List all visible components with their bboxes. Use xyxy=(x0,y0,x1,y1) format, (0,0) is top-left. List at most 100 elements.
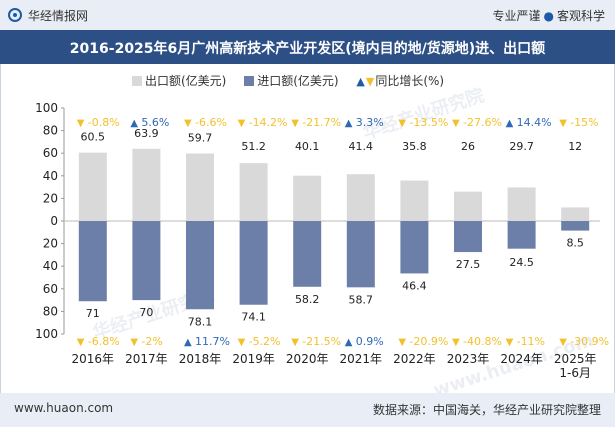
x-tick-label: 2022年 xyxy=(393,352,436,366)
tagline-left: 专业严谨 xyxy=(492,9,541,23)
import-growth-label: -20.9% xyxy=(409,335,448,348)
export-bar xyxy=(454,191,482,221)
import-growth-down-icon: ▼ xyxy=(130,337,138,348)
chart-legend: 出口额(亿美元) 进口额(亿美元) ▲▼同比增长(%) xyxy=(132,72,458,89)
export-bar xyxy=(78,152,107,221)
import-value-label: 58.7 xyxy=(349,293,374,306)
x-tick-label: 2025年 xyxy=(554,352,597,366)
footer-site: www.huaon.com xyxy=(14,401,114,415)
tagline-right: 客观科学 xyxy=(556,9,605,23)
export-growth-label: -6.6% xyxy=(195,116,227,129)
export-growth-down-icon: ▼ xyxy=(184,118,192,129)
growth-down-icon: ▼ xyxy=(365,75,375,88)
y-tick-label: 40 xyxy=(43,169,58,183)
export-bar xyxy=(346,174,375,221)
y-tick-label: 100 xyxy=(35,101,58,115)
export-value-label: 51.2 xyxy=(241,140,266,153)
export-value-label: 60.5 xyxy=(81,131,106,144)
export-growth-up-icon: ▲ xyxy=(506,118,514,129)
export-bar xyxy=(132,148,161,221)
y-tick-label: 100 xyxy=(35,327,58,341)
x-tick-label: 2021年 xyxy=(340,352,383,366)
brand-name: 华经情报网 xyxy=(28,9,89,23)
export-growth-down-icon: ▼ xyxy=(452,118,460,129)
export-growth-up-icon: ▲ xyxy=(130,118,138,129)
import-growth-label: -2% xyxy=(141,335,162,348)
import-growth-down-icon: ▼ xyxy=(291,337,299,348)
export-growth-label: 3.3% xyxy=(356,116,384,129)
import-value-label: 46.4 xyxy=(402,279,427,292)
import-value-label: 71 xyxy=(86,307,100,320)
import-value-label: 8.5 xyxy=(566,237,584,250)
export-bar xyxy=(186,153,214,221)
export-growth-down-icon: ▼ xyxy=(398,118,406,129)
y-tick-label: 80 xyxy=(43,304,58,318)
title-bar: 2016-2025年6月广州高新技术产业开发区(境内目的地/货源地)进、出口额 xyxy=(0,30,615,64)
x-tick-label: 2023年 xyxy=(447,352,490,366)
import-value-label: 74.1 xyxy=(241,311,266,324)
import-bar xyxy=(78,221,107,302)
export-growth-label: -14.2% xyxy=(249,116,288,129)
export-value-label: 63.9 xyxy=(134,127,159,140)
import-growth-label: -6.8% xyxy=(88,335,120,348)
import-growth-up-icon: ▲ xyxy=(184,337,192,348)
import-bar xyxy=(400,221,429,274)
export-bar xyxy=(400,180,429,221)
export-growth-label: 14.4% xyxy=(517,116,552,129)
tagline: 专业严谨 ● 客观科学 xyxy=(492,7,605,24)
import-growth-label: 11.7% xyxy=(195,335,230,348)
import-bar xyxy=(507,221,536,249)
legend-export-swatch xyxy=(132,76,142,86)
y-tick-label: 20 xyxy=(43,237,58,251)
legend-import-label: 进口额(亿美元) xyxy=(257,74,339,88)
export-value-label: 29.7 xyxy=(509,140,534,153)
x-tick-label: 2016年 xyxy=(72,352,115,366)
export-growth-down-icon: ▼ xyxy=(238,118,246,129)
import-growth-label: -40.8% xyxy=(463,335,502,348)
import-growth-label: 0.9% xyxy=(356,335,384,348)
import-value-label: 70 xyxy=(139,306,153,319)
import-growth-label: -5.2% xyxy=(249,335,281,348)
export-growth-label: -27.6% xyxy=(463,116,502,129)
import-bar xyxy=(186,221,214,310)
import-growth-label: -21.5% xyxy=(302,335,341,348)
brand-logo-icon xyxy=(8,8,22,22)
export-growth-label: -0.8% xyxy=(88,116,120,129)
y-tick-label: 20 xyxy=(43,191,58,205)
import-bar xyxy=(239,221,268,305)
legend-growth-label: 同比增长(%) xyxy=(375,74,445,88)
x-tick-label: 2017年 xyxy=(125,352,168,366)
export-value-label: 59.7 xyxy=(188,132,213,145)
export-value-label: 12 xyxy=(568,140,582,153)
footer-bar: www.huaon.com 数据来源：中国海关，华经产业研究院整理 xyxy=(0,393,615,427)
legend-growth: ▲▼同比增长(%) xyxy=(356,74,444,88)
export-bar xyxy=(239,163,268,221)
x-tick-label: 1-6月 xyxy=(559,366,591,380)
y-tick-label: 60 xyxy=(43,282,58,296)
import-growth-down-icon: ▼ xyxy=(77,337,85,348)
import-value-label: 27.5 xyxy=(456,258,481,271)
export-growth-label: 5.6% xyxy=(141,116,169,129)
export-value-label: 40.1 xyxy=(295,140,320,153)
y-tick-label: 80 xyxy=(43,124,58,138)
import-growth-label: -30.9% xyxy=(570,335,609,348)
chart-title: 2016-2025年6月广州高新技术产业开发区(境内目的地/货源地)进、出口额 xyxy=(69,41,546,57)
top-bar: 华经情报网 专业严谨 ● 客观科学 xyxy=(0,0,615,30)
tagline-separator: ● xyxy=(543,9,554,23)
export-bar xyxy=(293,175,322,221)
import-growth-down-icon: ▼ xyxy=(238,337,246,348)
export-growth-label: -13.5% xyxy=(409,116,448,129)
import-growth-down-icon: ▼ xyxy=(398,337,406,348)
legend-import: 进口额(亿美元) xyxy=(244,74,339,88)
export-growth-down-icon: ▼ xyxy=(559,118,567,129)
import-growth-up-icon: ▲ xyxy=(345,337,353,348)
export-growth-up-icon: ▲ xyxy=(345,118,353,129)
legend-export-label: 出口额(亿美元) xyxy=(145,74,227,88)
footer-source: 数据来源：中国海关，华经产业研究院整理 xyxy=(372,403,601,417)
export-value-label: 26 xyxy=(461,140,475,153)
legend-import-swatch xyxy=(244,76,255,86)
import-bar xyxy=(346,221,375,288)
export-bar xyxy=(507,187,536,221)
import-growth-down-icon: ▼ xyxy=(506,337,514,348)
